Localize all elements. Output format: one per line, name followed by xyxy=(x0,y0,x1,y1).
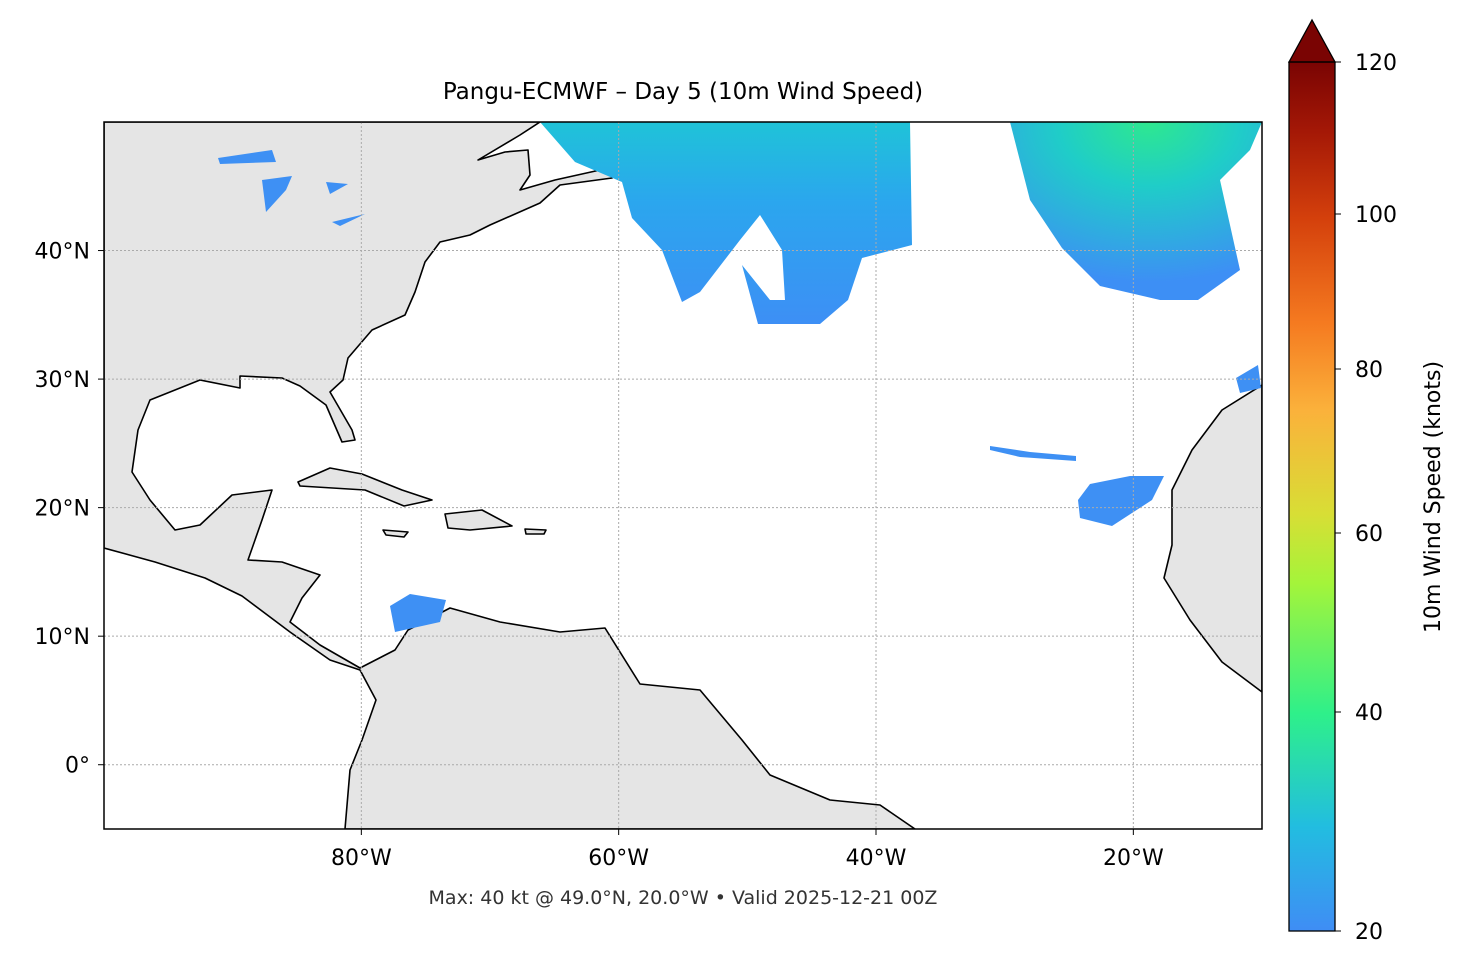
colorbar-tick-label: 80 xyxy=(1355,358,1383,383)
colorbar: 20 40 60 80 100 120 10m Wind Speed (knots) xyxy=(1287,18,1446,945)
africa xyxy=(1163,384,1262,693)
y-tick-label: 20°N xyxy=(35,497,90,522)
x-tick-label: 20°W xyxy=(1103,846,1164,871)
y-tick-label: 0° xyxy=(65,754,90,779)
cuba xyxy=(297,467,433,507)
map-frame xyxy=(103,121,1263,830)
americas-landmass xyxy=(104,122,916,829)
x-tick-label: 80°W xyxy=(331,846,392,871)
latitude-ticks: 40°N 30°N 20°N 10°N 0° xyxy=(35,240,104,779)
map-title: Pangu-ECMWF – Day 5 (10m Wind Speed) xyxy=(443,79,923,105)
jamaica xyxy=(382,529,409,538)
map-area xyxy=(104,122,1262,829)
wind-patch-streak xyxy=(990,446,1076,461)
y-tick-label: 40°N xyxy=(35,240,90,265)
colorbar-tick-label: 20 xyxy=(1355,920,1383,945)
gridlines xyxy=(104,122,1262,829)
longitude-ticks: 80°W 60°W 40°W 20°W xyxy=(331,829,1164,871)
colorbar-gradient xyxy=(1289,62,1335,931)
y-tick-label: 10°N xyxy=(35,625,90,650)
colorbar-tick-label: 100 xyxy=(1355,203,1397,228)
colorbar-extend-arrow xyxy=(1287,18,1337,63)
colorbar-label: 10m Wind Speed (knots) xyxy=(1421,361,1446,633)
y-tick-label: 30°N xyxy=(35,368,90,393)
wind-patch-northeast-atlantic xyxy=(1010,122,1262,300)
wind-patch-great-lakes xyxy=(218,150,365,226)
colorbar-tick-label: 60 xyxy=(1355,522,1383,547)
wind-speed-field xyxy=(218,122,1262,632)
colorbar-frame xyxy=(1288,61,1336,932)
x-tick-label: 60°W xyxy=(588,846,649,871)
colorbar-ticks: 20 40 60 80 100 120 xyxy=(1335,51,1397,945)
x-tick-label: 40°W xyxy=(846,846,907,871)
wind-patch-northwest-atlantic xyxy=(540,122,912,324)
colorbar-tick-label: 40 xyxy=(1355,701,1383,726)
colorbar-tick-label: 120 xyxy=(1355,51,1397,76)
hispaniola xyxy=(444,509,513,531)
wind-patch-subtropical xyxy=(1078,476,1164,526)
wind-patch-caribbean xyxy=(390,594,446,632)
footer-note: Max: 40 kt @ 49.0°N, 20.0°W • Valid 2025… xyxy=(429,887,938,909)
puerto-rico xyxy=(524,528,547,535)
